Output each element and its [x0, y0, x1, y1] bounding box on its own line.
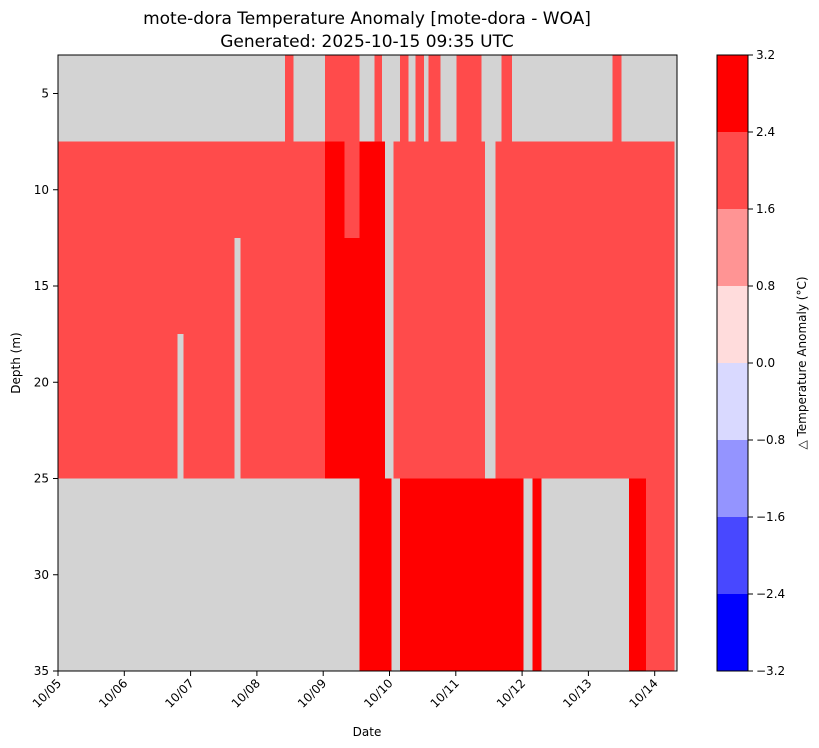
colorbar-band — [717, 517, 748, 594]
x-tick-label: 10/12 — [494, 676, 528, 710]
colorbar-band — [717, 209, 748, 286]
colorbar: −3.2 −2.4 −1.6 −0.8 0.0 0.8 1.6 2.4 3.2 △ Temper… — [716, 48, 809, 678]
heatmap-cell — [325, 55, 360, 142]
y-tick-label: 15 — [34, 279, 49, 293]
heatmap-cell — [456, 55, 482, 142]
heatmap-cells — [58, 55, 675, 671]
x-tick-label: 10/05 — [30, 676, 64, 710]
colorbar-tick-label: 2.4 — [756, 125, 775, 139]
y-tick-label: 20 — [34, 375, 49, 389]
heatmap-cell — [495, 237, 675, 335]
heatmap-cell — [393, 141, 485, 238]
heatmap-cell — [58, 141, 326, 238]
heatmap-cell — [646, 478, 675, 671]
colorbar-tick-label: 3.2 — [756, 48, 775, 62]
x-tick-label: 10/13 — [560, 676, 594, 710]
plot-area — [57, 54, 678, 672]
y-axis: 5 10 15 20 25 30 35 — [34, 87, 58, 678]
colorbar-bands — [717, 55, 748, 671]
y-tick-label: 35 — [34, 664, 49, 678]
heatmap-cell — [344, 141, 360, 238]
x-tick-label: 10/10 — [361, 676, 395, 710]
x-axis-label: Date — [353, 725, 382, 739]
x-tick-label: 10/06 — [96, 676, 130, 710]
heatmap-cell — [240, 237, 326, 335]
heatmap-cell — [58, 334, 178, 479]
heatmap-cell — [428, 55, 441, 142]
heatmap-cell — [495, 334, 675, 479]
y-tick-label: 25 — [34, 472, 49, 486]
heatmap-cell — [628, 478, 647, 671]
heatmap-cell — [400, 478, 524, 671]
heatmap-cell — [532, 478, 542, 671]
heatmap-cell — [501, 55, 513, 142]
x-tick-label: 10/11 — [428, 676, 462, 710]
heatmap-cell — [359, 478, 392, 671]
colorbar-tick-label: 1.6 — [756, 202, 775, 216]
colorbar-tick-label: 0.8 — [756, 279, 775, 293]
colorbar-tick-label: −0.8 — [756, 433, 785, 447]
colorbar-band — [717, 594, 748, 671]
colorbar-tick-label: −3.2 — [756, 664, 785, 678]
y-tick-label: 10 — [34, 183, 49, 197]
chart-subtitle: Generated: 2025-10-15 09:35 UTC — [220, 32, 514, 52]
heatmap-cell — [495, 141, 675, 238]
colorbar-label: △ Temperature Anomaly (°C) — [795, 276, 809, 449]
x-tick-label: 10/08 — [229, 676, 263, 710]
heatmap-cell — [400, 55, 409, 142]
x-tick-label: 10/07 — [162, 676, 196, 710]
colorbar-band — [717, 55, 748, 132]
colorbar-band — [717, 132, 748, 209]
heatmap-cell — [393, 237, 485, 335]
y-tick-label: 30 — [34, 568, 49, 582]
x-axis: 10/05 10/06 10/07 10/08 10/09 10/10 10/11 10/12… — [30, 671, 661, 711]
heatmap-cell — [325, 334, 385, 479]
heatmap-cell — [183, 334, 235, 479]
x-tick-label: 10/14 — [626, 676, 660, 710]
heatmap-cell — [374, 55, 383, 142]
heatmap-cell — [415, 55, 424, 142]
heatmap-cell — [284, 55, 294, 142]
chart-title: mote-dora Temperature Anomaly [mote-dora… — [143, 9, 591, 29]
colorbar-band — [717, 440, 748, 517]
heatmap-cell — [359, 141, 385, 238]
colorbar-tick-label: −2.4 — [756, 587, 785, 601]
colorbar-tick-label: 0.0 — [756, 356, 775, 370]
colorbar-band — [717, 286, 748, 363]
y-tick-label: 5 — [41, 87, 49, 101]
heatmap-cell — [325, 237, 385, 335]
plot-frame — [57, 54, 678, 672]
heatmap-cell — [240, 334, 326, 479]
x-tick-label: 10/09 — [295, 676, 329, 710]
heatmap-cell — [325, 141, 345, 238]
heatmap-cell — [612, 55, 622, 142]
colorbar-tick-label: −1.6 — [756, 510, 785, 524]
heatmap-cell — [393, 334, 485, 479]
heatmap-cell — [58, 237, 235, 335]
colorbar-band — [717, 363, 748, 440]
y-axis-label: Depth (m) — [9, 332, 23, 393]
colorbar-ticks: −3.2 −2.4 −1.6 −0.8 0.0 0.8 1.6 2.4 3.2 — [748, 48, 785, 678]
